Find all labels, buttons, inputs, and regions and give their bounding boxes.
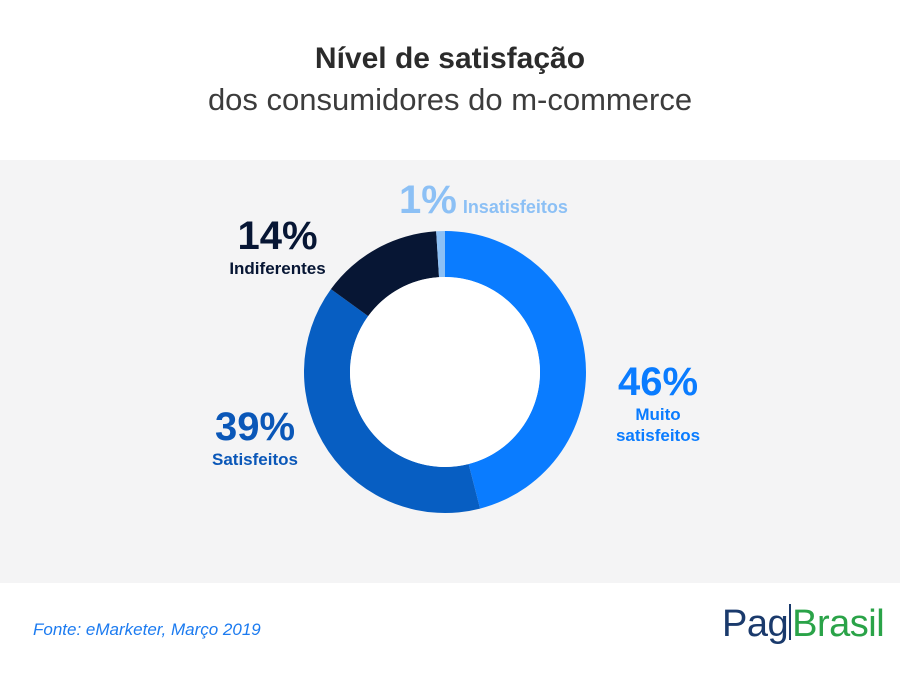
label-muito-satisfeitos-name-1: Muito [635,405,681,424]
slice-muito-satisfeitos [445,231,586,509]
label-muito-satisfeitos-pct: 46% [617,360,699,404]
donut-hole [350,277,540,467]
chart-subtitle: dos consumidores do m-commerce [207,82,693,117]
source-note: Fonte: eMarketer, Março 2019 [33,620,261,639]
pagbrasil-logo: Pag Brasil [722,603,885,646]
label-satisfeitos: 39% Satisfeitos [180,405,330,470]
label-insatisfeitos-name: Insatisfeitos [462,197,568,217]
label-insatisfeitos-pct: 1% [399,178,457,222]
logo-pag-text: Pag [722,603,789,645]
label-satisfeitos-name: Satisfeitos [212,450,298,469]
label-indiferentes-name: Indiferentes [229,259,326,278]
label-indiferentes: 14% Indiferentes [200,214,355,279]
chart-title: Nível de satisfação [314,42,586,75]
slice-indiferentes [330,231,440,317]
slice-satisfeitos [303,289,481,513]
label-satisfeitos-pct: 39% [214,405,296,449]
label-muito-satisfeitos: 46% Muito satisfeitos [583,360,733,446]
logo-brasil-text: Brasil [792,603,885,645]
label-indiferentes-pct: 14% [237,214,318,258]
label-insatisfeitos: 1% Insatisfeitos [399,178,568,222]
chart-panel: 1% Insatisfeitos 14% Indiferentes 46% Mui… [0,160,900,583]
slice-insatisfeitos [436,231,445,278]
label-muito-satisfeitos-name-2: satisfeitos [615,426,701,445]
logo-separator [789,604,792,640]
donut-chart [303,231,586,513]
